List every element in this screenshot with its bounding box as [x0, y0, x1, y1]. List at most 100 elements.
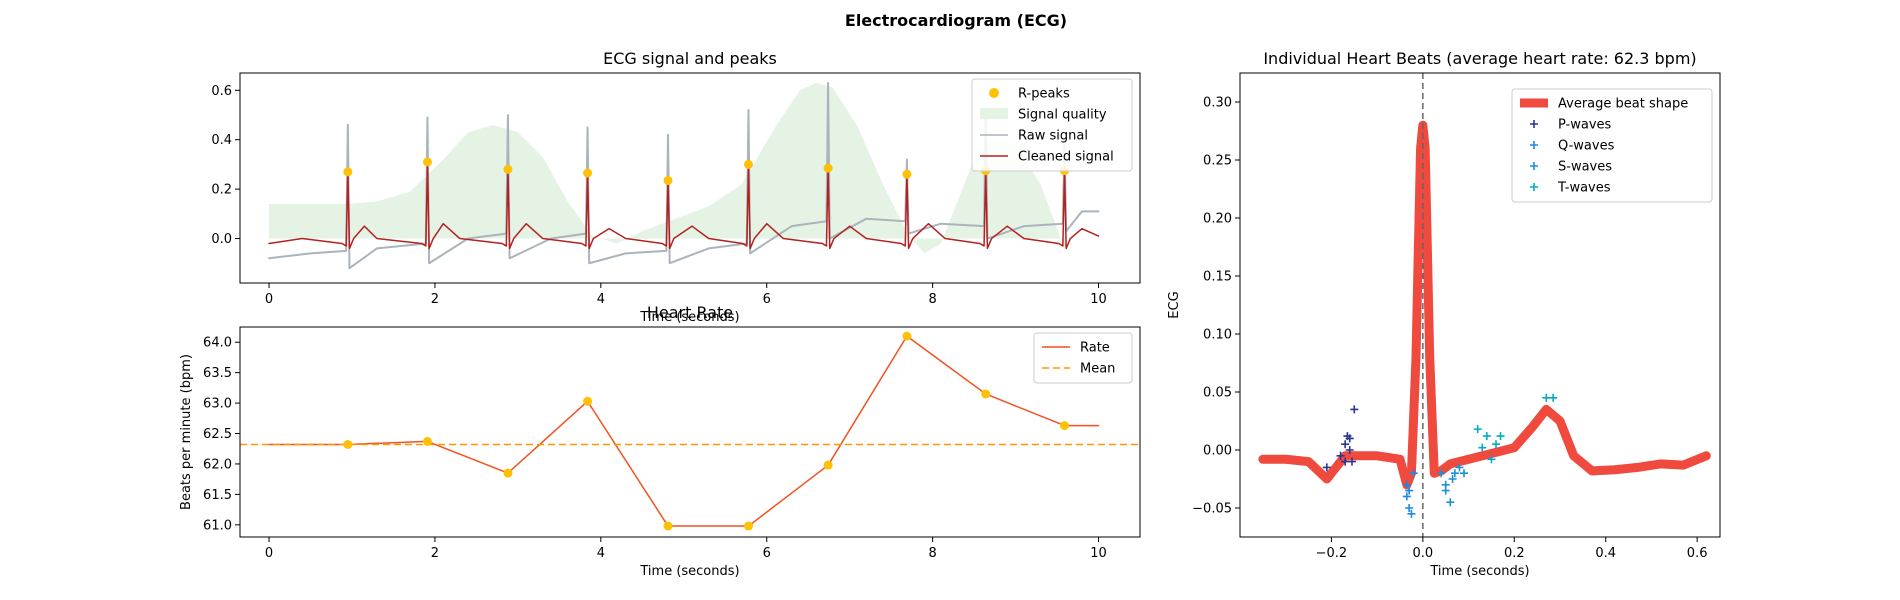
x-axis-label: Time (seconds): [639, 310, 739, 325]
y-tick-label: 0.00: [1203, 444, 1232, 459]
legend-marker: [1530, 141, 1538, 149]
marker: [1446, 498, 1455, 507]
y-tick-label: 61.0: [203, 518, 232, 533]
legend-label: Signal quality: [1018, 108, 1107, 123]
marker: [1460, 469, 1468, 478]
x-tick-label: 0: [265, 292, 273, 307]
y-tick-label: 61.5: [203, 488, 232, 503]
marker: [1407, 509, 1416, 518]
marker: [1487, 455, 1496, 464]
marker: [1549, 393, 1558, 402]
x-tick-label: 4: [597, 292, 605, 307]
y-tick-label: −0.05: [1192, 502, 1232, 517]
x-tick-label: 4: [597, 546, 605, 561]
marker: [1336, 451, 1345, 460]
peak-point: [902, 331, 912, 341]
axes-frame: [1239, 72, 1721, 538]
y-axis-label: ECG: [1167, 291, 1182, 318]
peak-point: [422, 436, 432, 446]
y-tick-label: 0.0: [211, 232, 232, 247]
marker: [1341, 440, 1350, 449]
y-tick-label: 0.15: [1203, 270, 1232, 285]
x-tick-label: 2: [431, 292, 439, 307]
x-tick-label: 8: [928, 546, 936, 561]
marker: [1441, 480, 1450, 489]
series-cleaned-signal: [268, 161, 1100, 250]
chart-title: Heart Rate: [647, 303, 733, 322]
legend-label: Q-waves: [1558, 139, 1615, 154]
legend: Average beat shape P-waves Q-waves S-waves T…: [1511, 88, 1713, 203]
marker: [1409, 469, 1418, 478]
marker: [1345, 446, 1354, 454]
axes-frame: [239, 72, 1141, 284]
legend-label: Cleaned signal: [1018, 150, 1114, 165]
chart-3: −0.2 0.0 0.2 0.4 0.6 −0.05 0.00 0.05 0.10 0.15 0.2…: [1167, 49, 1721, 579]
signal-quality-area: [269, 82, 1066, 254]
plot-area: [240, 331, 1140, 531]
marker: [1437, 469, 1446, 478]
legend-patch: [980, 108, 1008, 119]
marker: [1478, 443, 1487, 452]
legend: R-peaks Signal quality Raw signal Cleaned s…: [971, 78, 1133, 172]
marker: [1450, 469, 1459, 478]
x-axis-label: Time (seconds): [1429, 564, 1529, 579]
y-tick-label: 0.30: [1203, 96, 1232, 111]
panels: 0 2 4 6 8 10 0.0 0.2 0.4 0.6 ECG signal and peaks T…: [179, 49, 1721, 579]
legend-marker: [1530, 183, 1538, 191]
figure-title: Electrocardiogram (ECG): [845, 11, 1067, 30]
y-tick-label: 0.6: [211, 84, 232, 99]
marker: [1322, 463, 1331, 472]
legend-label: P-waves: [1558, 118, 1612, 133]
x-tick-label: 0.0: [1413, 546, 1434, 561]
chart-title: ECG signal and peaks: [603, 49, 777, 68]
y-tick-label: 0.25: [1203, 154, 1232, 169]
x-tick-label: 10: [1090, 292, 1107, 307]
x-tick-label: 6: [763, 546, 771, 561]
marker: [1405, 504, 1414, 512]
series-rate: [268, 335, 1100, 527]
peak-point: [503, 164, 513, 174]
series-average-beat-shape: [1258, 120, 1711, 490]
legend: Rate Mean: [1033, 332, 1133, 384]
peak-point: [743, 521, 753, 531]
chart-1: 0 2 4 6 8 10 0.0 0.2 0.4 0.6 ECG signal and peaks T…: [211, 49, 1141, 325]
legend-label: R-peaks: [1018, 87, 1070, 102]
y-tick-label: 0.2: [211, 183, 232, 198]
y-axis-label: Beats per minute (bpm): [179, 354, 194, 510]
marker: [1341, 457, 1350, 466]
legend-marker: [989, 88, 999, 98]
x-tick-label: 8: [928, 292, 936, 307]
marker: [1405, 486, 1414, 495]
legend-label: Rate: [1080, 341, 1110, 356]
marker: [1482, 432, 1491, 441]
legend-label: Raw signal: [1018, 129, 1088, 144]
marker: [1402, 492, 1411, 501]
x-tick-label: 6: [763, 292, 771, 307]
peak-point: [823, 163, 833, 173]
legend-box: [1033, 332, 1133, 384]
peak-point: [823, 460, 833, 470]
legend-label: Mean: [1080, 362, 1115, 377]
y-tick-label: 63.5: [203, 366, 232, 381]
x-tick-label: 2: [431, 546, 439, 561]
peak-point: [1060, 421, 1070, 431]
peak-point: [902, 169, 912, 179]
y-tick-label: 0.10: [1203, 328, 1232, 343]
marker: [1455, 463, 1464, 472]
x-tick-label: 0: [265, 546, 273, 561]
peak-point: [981, 389, 991, 399]
chart-2: 0 2 4 6 8 10 61.0 61.5 62.0 62.5 63.0 63.5 64.0 Heart…: [179, 303, 1141, 579]
x-tick-label: 0.4: [1595, 546, 1616, 561]
legend-label: Average beat shape: [1558, 97, 1688, 112]
x-tick-label: −0.2: [1316, 546, 1348, 561]
y-tick-label: 0.05: [1203, 386, 1232, 401]
legend-box: [1511, 88, 1713, 203]
y-tick-label: 63.0: [203, 397, 232, 412]
y-tick-label: 62.0: [203, 457, 232, 472]
legend-box: [971, 78, 1133, 172]
y-tick-label: 62.5: [203, 427, 232, 442]
legend-label: T-waves: [1557, 181, 1611, 196]
peak-point: [583, 168, 593, 178]
peak-point: [663, 175, 673, 185]
marker: [1402, 480, 1411, 489]
